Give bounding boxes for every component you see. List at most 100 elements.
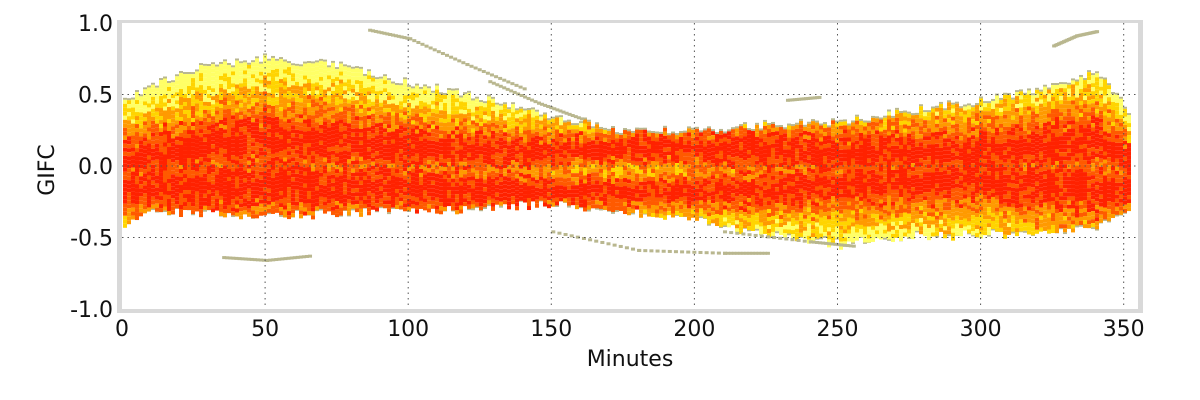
density-cell	[295, 165, 299, 170]
density-cell	[399, 173, 403, 178]
density-cell	[243, 142, 247, 147]
density-cell	[327, 143, 331, 148]
density-cell	[271, 181, 275, 186]
density-cell	[747, 146, 751, 151]
envelope-edge	[363, 73, 367, 76]
density-cell	[559, 133, 563, 138]
density-cell	[651, 161, 655, 166]
density-cell	[319, 64, 323, 69]
density-cell	[547, 176, 551, 181]
density-cell	[411, 196, 415, 201]
density-cell	[235, 128, 239, 133]
density-cell	[751, 182, 755, 187]
density-cell	[523, 110, 527, 115]
density-cell	[259, 127, 263, 132]
density-cell	[755, 192, 759, 197]
density-cell	[215, 78, 219, 83]
density-cell	[151, 200, 155, 205]
density-cell	[611, 196, 615, 201]
density-cell	[575, 129, 579, 134]
density-cell	[427, 184, 431, 189]
density-cell	[755, 128, 759, 133]
envelope-edge	[699, 130, 703, 133]
density-cell	[739, 182, 743, 187]
density-cell	[371, 205, 375, 210]
density-cell	[571, 153, 575, 158]
density-cell	[763, 145, 767, 150]
density-cell	[303, 143, 307, 148]
density-cell	[191, 78, 195, 83]
density-cell	[403, 199, 407, 204]
density-cell	[611, 156, 615, 161]
density-cell	[179, 116, 183, 121]
density-cell	[267, 188, 271, 193]
density-cell	[207, 190, 211, 195]
density-cell	[419, 192, 423, 197]
density-cell	[355, 100, 359, 105]
density-cell	[447, 154, 451, 159]
density-cell	[595, 184, 599, 189]
density-cell	[291, 89, 295, 94]
envelope-edge	[255, 56, 259, 59]
density-cell	[127, 152, 131, 157]
density-cell	[131, 171, 135, 176]
density-cell	[211, 144, 215, 149]
density-cell	[219, 187, 223, 192]
density-cell	[455, 202, 459, 207]
density-cell	[395, 89, 399, 94]
density-cell	[231, 127, 235, 132]
density-cell	[215, 166, 219, 171]
density-cell	[139, 108, 143, 113]
density-cell	[295, 197, 299, 202]
density-cell	[159, 172, 163, 177]
density-cell	[555, 161, 559, 166]
density-cell	[443, 190, 447, 195]
density-cell	[491, 174, 495, 179]
density-cell	[495, 192, 499, 197]
density-cell	[435, 97, 439, 102]
density-cell	[451, 178, 455, 183]
density-cell	[695, 208, 699, 213]
density-cell	[403, 139, 407, 144]
density-cell	[559, 129, 563, 134]
density-cell	[155, 195, 159, 200]
density-cell	[395, 185, 399, 190]
density-cell	[239, 139, 243, 144]
density-cell	[167, 182, 171, 187]
density-cell	[703, 202, 707, 207]
density-cell	[231, 123, 235, 128]
density-cell	[375, 87, 379, 92]
density-cell	[271, 105, 275, 110]
density-cell	[595, 196, 599, 201]
density-cell	[415, 105, 419, 110]
density-cell	[475, 126, 479, 131]
density-cell	[147, 171, 151, 176]
density-cell	[271, 89, 275, 94]
density-cell	[535, 119, 539, 124]
density-cell	[431, 152, 435, 157]
density-cell	[535, 167, 539, 172]
density-cell	[347, 203, 351, 208]
density-cell	[407, 86, 411, 91]
density-cell	[123, 147, 127, 152]
density-cell	[247, 192, 251, 197]
density-cell	[335, 113, 339, 118]
density-cell	[163, 186, 167, 191]
density-cell	[179, 80, 183, 85]
density-cell	[675, 179, 679, 184]
density-cell	[299, 170, 303, 175]
density-cell	[131, 127, 135, 132]
density-cell	[379, 198, 383, 203]
density-cell	[619, 142, 623, 147]
density-cell	[175, 204, 179, 209]
density-cell	[387, 164, 391, 169]
density-cell	[175, 128, 179, 133]
density-cell	[207, 82, 211, 87]
density-cell	[135, 200, 139, 205]
density-cell	[623, 146, 627, 151]
density-cell	[619, 150, 623, 155]
envelope-edge	[751, 128, 755, 131]
density-cell	[171, 138, 175, 143]
density-cell	[519, 192, 523, 197]
density-cell	[451, 130, 455, 135]
